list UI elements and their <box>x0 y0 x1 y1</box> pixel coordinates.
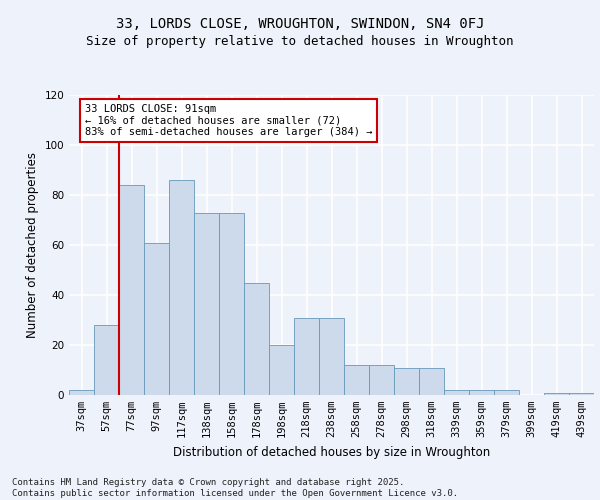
Bar <box>319 318 344 395</box>
Bar <box>494 390 519 395</box>
Bar <box>369 365 394 395</box>
Y-axis label: Number of detached properties: Number of detached properties <box>26 152 39 338</box>
Bar <box>569 392 594 395</box>
X-axis label: Distribution of detached houses by size in Wroughton: Distribution of detached houses by size … <box>173 446 490 458</box>
Bar <box>469 390 494 395</box>
Bar <box>144 242 169 395</box>
Bar <box>119 185 144 395</box>
Text: Contains HM Land Registry data © Crown copyright and database right 2025.
Contai: Contains HM Land Registry data © Crown c… <box>12 478 458 498</box>
Bar <box>419 368 444 395</box>
Bar <box>169 180 194 395</box>
Text: 33, LORDS CLOSE, WROUGHTON, SWINDON, SN4 0FJ: 33, LORDS CLOSE, WROUGHTON, SWINDON, SN4… <box>116 18 484 32</box>
Bar <box>444 390 469 395</box>
Bar <box>394 368 419 395</box>
Bar <box>194 212 219 395</box>
Bar <box>94 325 119 395</box>
Bar <box>294 318 319 395</box>
Bar <box>544 392 569 395</box>
Bar <box>269 345 294 395</box>
Bar <box>219 212 244 395</box>
Text: 33 LORDS CLOSE: 91sqm
← 16% of detached houses are smaller (72)
83% of semi-deta: 33 LORDS CLOSE: 91sqm ← 16% of detached … <box>85 104 372 137</box>
Bar <box>69 390 94 395</box>
Text: Size of property relative to detached houses in Wroughton: Size of property relative to detached ho… <box>86 35 514 48</box>
Bar <box>244 282 269 395</box>
Bar <box>344 365 369 395</box>
